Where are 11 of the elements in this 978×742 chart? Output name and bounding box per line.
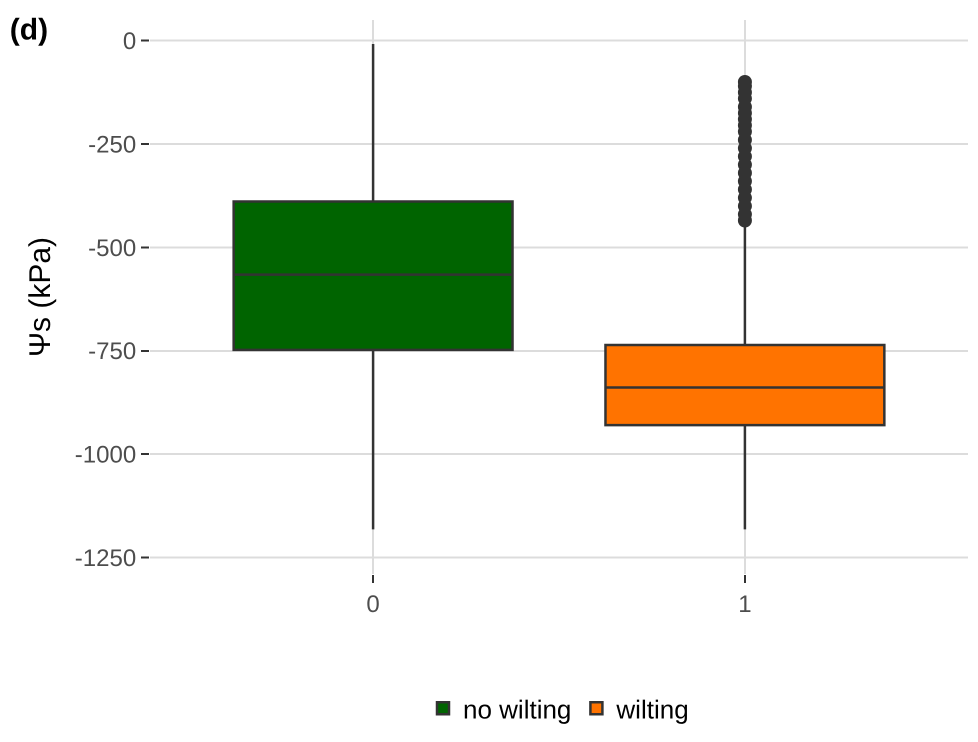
chart-title: (d) <box>10 14 48 47</box>
y-tick-label: -250 <box>88 131 136 158</box>
y-tick-label: -500 <box>88 234 136 262</box>
y-tick-label: -1000 <box>74 442 136 468</box>
y-axis-title: Ψs (kPa) <box>24 236 57 358</box>
legend-label: wilting <box>615 694 689 724</box>
y-tick-label: -750 <box>88 338 136 366</box>
y-tick-label: 0 <box>122 28 136 56</box>
x-tick-label: 1 <box>738 590 752 618</box>
y-tick-label: -1250 <box>74 544 136 572</box>
legend-label: no wilting <box>463 694 572 724</box>
